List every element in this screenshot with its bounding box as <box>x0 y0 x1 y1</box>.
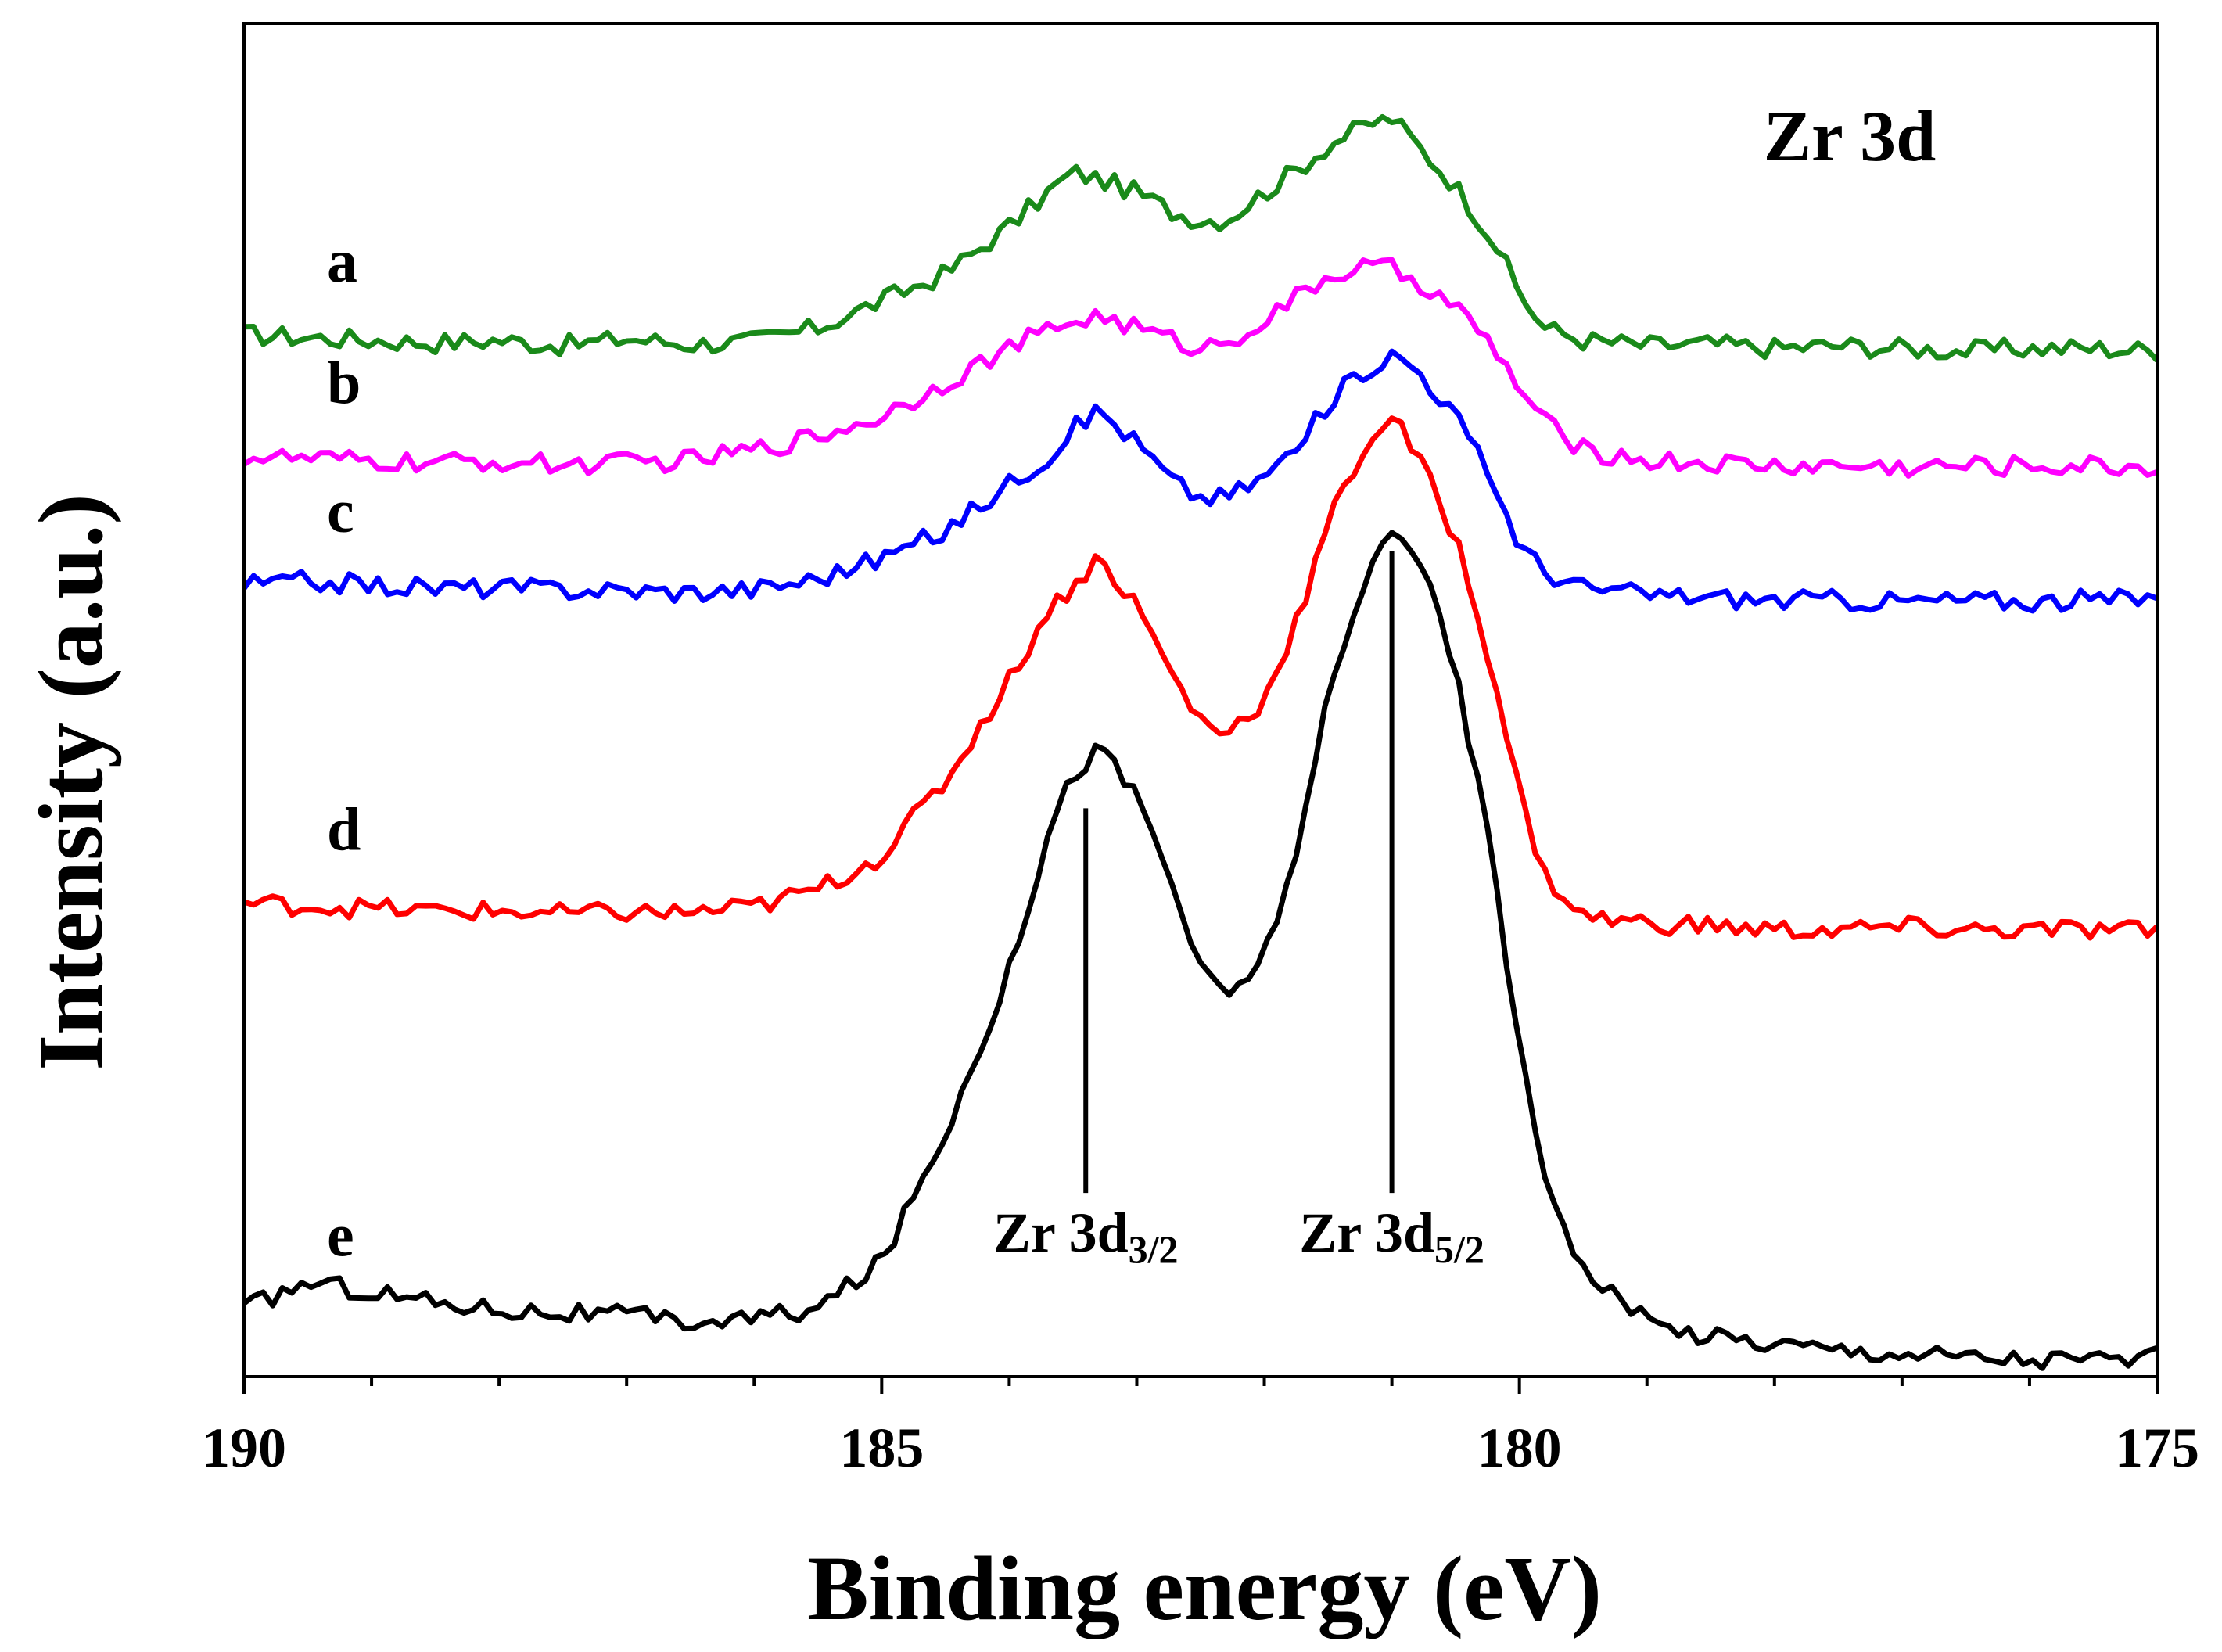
x-tick-label: 190 <box>202 1417 286 1479</box>
series-line-e <box>242 530 2159 1371</box>
series-line-a <box>243 113 2159 363</box>
series-line-b <box>242 257 2159 479</box>
x-axis-label: Binding energy (eV) <box>807 1537 1602 1639</box>
series-letter-d: d <box>327 795 361 864</box>
peak-label-zr-3d52: Zr 3d5/2 <box>1299 1201 1484 1271</box>
series-letters: abc d e <box>327 227 361 1270</box>
x-tick-label: 180 <box>1477 1417 1562 1479</box>
series-line-d <box>242 415 2159 941</box>
series-letter-e: e <box>327 1201 354 1270</box>
x-tick-labels: 190 185 180 175 <box>202 1417 2199 1479</box>
peak-annotations: Zr 3d3/2 Zr 3d5/2 <box>993 551 1484 1271</box>
peak-label-zr-3d32: Zr 3d3/2 <box>993 1201 1179 1271</box>
series-letter-c: c <box>327 477 354 545</box>
series-letter-b: b <box>327 349 361 417</box>
x-tick-label: 185 <box>839 1417 924 1479</box>
x-tick-label: 175 <box>2115 1417 2199 1479</box>
series-line-c <box>242 348 2159 614</box>
series-letter-a: a <box>327 227 357 295</box>
axis-ticks <box>242 1377 2159 1394</box>
series-group <box>242 113 2159 1371</box>
plot-frame <box>242 22 2159 1378</box>
y-axis-label: Intensity (a.u.) <box>20 494 122 1071</box>
chart-title: Zr 3d <box>1764 96 1937 176</box>
